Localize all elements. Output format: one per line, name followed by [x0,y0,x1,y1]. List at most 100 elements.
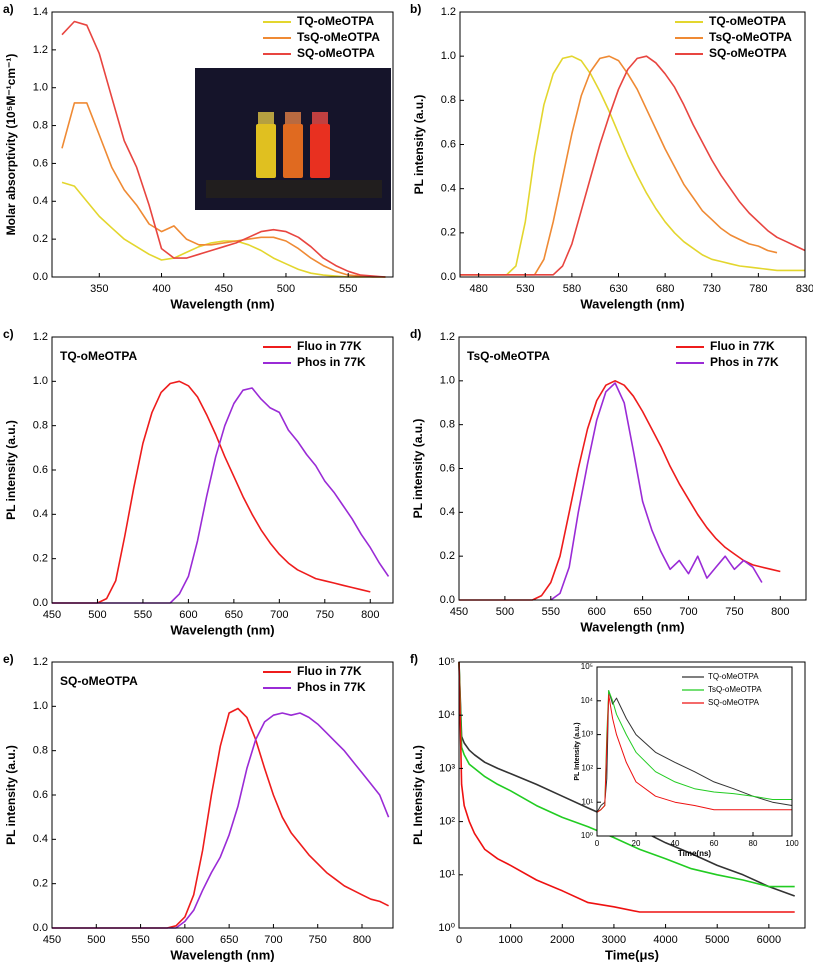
y-axis-label: PL Intensity (a.u.) [574,722,581,780]
y-tick-label: 0.4 [440,506,455,518]
y-tick-label: 0.6 [33,157,48,169]
y-tick-label: 10² [439,816,455,828]
legend-label: TQ-oMeOTPA [708,672,759,681]
x-axis-label: Wavelength (nm) [170,622,274,637]
y-tick-label: 1.0 [33,82,48,94]
x-axis-label: Time(ns) [678,849,712,858]
legend-label: Fluo in 77K [710,339,775,353]
series-line [596,694,792,813]
legend-label: Fluo in 77K [297,664,362,678]
series-line [458,661,795,888]
series-line [52,707,389,929]
y-tick-label: 0.2 [440,550,455,562]
x-tick-label: 650 [225,609,243,621]
y-tick-label: 0.2 [33,233,48,245]
y-axis-label: PL intensity (a.u.) [411,419,425,519]
legend-label: Fluo in 77K [297,339,362,353]
panel-label: c) [3,327,14,341]
series-line [460,55,806,276]
y-tick-label: 10⁵ [438,656,455,668]
y-tick-label: 0.6 [440,462,455,474]
x-tick-label: 2000 [550,934,574,946]
y-tick-label: 0.0 [33,271,48,283]
x-tick-label: 500 [277,283,295,295]
y-tick-label: 0.4 [33,195,48,207]
x-tick-label: 6000 [757,934,781,946]
plot-frame [458,336,807,601]
x-axis-label: Wavelength (nm) [580,296,684,311]
x-tick-label: 4000 [653,934,677,946]
legend-label: SQ-oMeOTPA [708,698,760,707]
x-tick-label: 530 [516,283,534,295]
x-tick-label: 630 [609,283,627,295]
series-line [61,20,386,278]
x-axis-label: Wavelength (nm) [170,296,274,311]
y-tick-label: 1.2 [440,331,455,343]
legend-label: Phos in 77K [710,355,779,369]
panel-label: b) [410,2,421,16]
y-tick-label: 10² [581,764,593,773]
y-tick-label: 0.2 [33,553,48,565]
x-tick-label: 780 [749,283,767,295]
x-tick-label: 20 [632,839,641,848]
plot-frame [51,336,394,604]
x-tick-label: 450 [43,934,61,946]
legend-label: TQ-oMeOTPA [297,14,374,28]
panel-label: a) [3,2,14,16]
x-tick-label: 730 [703,283,721,295]
x-tick-label: 0 [456,934,462,946]
x-tick-label: 450 [450,606,468,618]
x-tick-label: 400 [152,283,170,295]
y-tick-label: 10⁴ [438,709,455,721]
x-tick-label: 750 [725,606,743,618]
x-tick-label: 5000 [705,934,729,946]
series-line [550,382,763,601]
y-tick-label: 1.0 [440,375,455,387]
plot-frame [458,661,806,929]
x-tick-label: 700 [264,934,282,946]
x-tick-label: 800 [353,934,371,946]
y-tick-label: 0.0 [33,597,48,609]
legend-label: Phos in 77K [297,355,366,369]
y-tick-label: 0.0 [441,271,456,283]
y-tick-label: 0.0 [440,594,455,606]
x-tick-label: 550 [134,609,152,621]
y-tick-label: 0.4 [441,183,456,195]
x-tick-label: 600 [179,609,197,621]
x-tick-label: 40 [671,839,680,848]
series-line [458,661,795,913]
x-tick-label: 750 [316,609,334,621]
x-tick-label: 550 [131,934,149,946]
annotation: TQ-oMeOTPA [60,349,137,363]
panel-label: f) [410,652,418,666]
y-tick-label: 0.2 [441,227,456,239]
y-tick-label: 0.8 [441,94,456,106]
x-tick-label: 350 [90,283,108,295]
x-tick-label: 800 [361,609,379,621]
x-tick-label: 700 [270,609,288,621]
x-tick-label: 830 [796,283,813,295]
y-tick-label: 10¹ [439,869,455,881]
y-tick-label: 1.0 [33,375,48,387]
legend-label: Phos in 77K [297,680,366,694]
x-tick-label: 1000 [498,934,522,946]
x-tick-label: 600 [176,934,194,946]
panel-label: d) [410,327,421,341]
y-tick-label: 1.2 [33,656,48,668]
y-tick-label: 0.0 [33,922,48,934]
x-tick-label: 500 [496,606,514,618]
y-tick-label: 0.6 [33,789,48,801]
y-tick-label: 0.8 [33,420,48,432]
x-axis-label: Wavelength (nm) [170,947,274,962]
y-tick-label: 1.2 [33,44,48,56]
legend-label: TsQ-oMeOTPA [708,685,762,694]
x-tick-label: 800 [771,606,789,618]
x-tick-label: 500 [87,934,105,946]
x-tick-label: 550 [542,606,560,618]
y-tick-label: 1.2 [33,331,48,343]
plot-frame [51,661,394,929]
y-tick-label: 10⁴ [581,696,594,705]
annotation: SQ-oMeOTPA [60,674,138,688]
series-line [596,690,793,813]
